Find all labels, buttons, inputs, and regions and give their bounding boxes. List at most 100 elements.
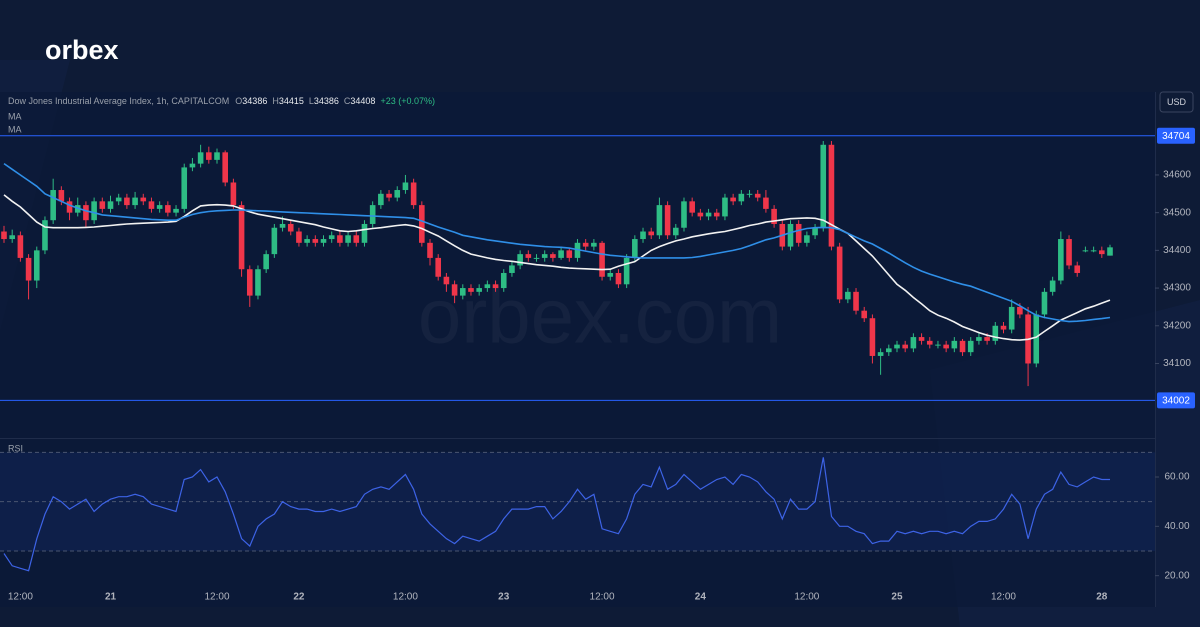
candle-body [763,197,769,209]
candle-body [697,212,704,217]
x-tick-label: 28 [1096,592,1108,603]
candle-body [976,337,982,341]
price-level-badge [1157,127,1195,144]
x-tick-label: 25 [891,592,903,603]
candle-body [58,190,65,202]
candle-body [1107,247,1113,256]
candle-body [1074,265,1081,273]
candle-body [419,205,425,243]
candle-body [337,235,343,243]
candle-body [845,291,851,300]
candle-body [1099,250,1105,255]
candle-body [992,325,999,341]
candle-body [246,269,253,296]
candle-body [214,152,220,160]
candle-body [378,193,384,206]
candle-body [476,288,482,292]
candle-body [771,208,777,224]
candle-body [738,193,745,202]
candle-body [279,223,286,228]
candle-body [648,231,655,236]
candle-body [533,257,540,259]
legend-ohlc-key: O [235,96,242,106]
candle-body [435,257,442,277]
candle-body [189,163,196,168]
candle-body [615,272,622,285]
y-tick-label: 34500 [1163,207,1191,218]
candle-body [443,276,450,285]
x-tick-label: 12:00 [590,592,615,603]
candle-body [607,272,614,277]
x-tick-label: 12:00 [794,592,819,603]
candle-body [566,250,573,258]
y-tick-label: 34600 [1163,170,1191,181]
candle-body [951,340,958,349]
candle-body [500,272,507,289]
candle-body [886,348,892,353]
candle-body [713,212,720,217]
candle-body [9,235,15,240]
legend-ohlc-key: L [309,96,314,106]
candle-body [25,257,32,281]
candle-body [50,190,56,221]
candle-body [632,239,638,258]
moving-average-line [3,194,1111,341]
candle-body [959,340,966,353]
candle-body [640,231,646,240]
candle-body [83,205,89,221]
candle-body [1090,250,1097,252]
legend-ohlc-key: H [272,96,279,106]
legend-ohlc-value: 34386 [314,96,339,106]
x-tick-label: 12:00 [393,592,418,603]
candle-body [1,231,7,240]
candle-body [910,337,917,349]
candle-body [730,197,736,202]
candle-body [304,239,310,243]
candle-body [795,223,802,243]
currency-label[interactable]: USD [1167,97,1187,107]
candle-body [181,167,188,209]
candle-body [877,352,884,356]
candle-body [394,190,401,198]
candle-body [517,254,523,266]
rsi-y-tick-label: 20.00 [1164,570,1189,581]
candle-body [967,340,974,353]
candle-body [984,337,990,341]
y-tick-label: 34100 [1163,358,1191,369]
x-tick-label: 12:00 [991,592,1016,603]
currency-button[interactable] [1159,91,1194,113]
x-tick-label: 21 [105,592,117,603]
candle-body [828,144,835,247]
candle-body [402,182,409,191]
candle-body [17,235,24,258]
candle-body [410,182,417,206]
candle-body [689,201,695,213]
candle-body [197,152,204,164]
candle-body [156,205,163,209]
candle-body [926,340,933,345]
legend-ohlc-value: 34408 [350,96,375,106]
candle-body [165,205,171,213]
candle-body [459,288,466,296]
candle-body [271,227,278,255]
candle-body [754,193,761,198]
y-tick-label: 34300 [1163,283,1191,294]
candle-body [386,193,392,198]
watermark: orbex.com [418,272,782,360]
candle-body [1000,325,1007,330]
candle-body [1033,314,1040,364]
candle-body [66,201,73,213]
candle-body [255,269,261,296]
candle-body [935,344,941,346]
candle-body [861,310,868,319]
candle-body [132,197,138,206]
candle-body [902,344,908,349]
candle-body [812,227,818,236]
candle-body [1041,291,1048,315]
candle-body [492,284,499,289]
candle-body [804,235,810,243]
y-tick-label: 34200 [1163,320,1191,331]
candle-body [238,205,245,270]
rsi-line [3,457,1110,572]
